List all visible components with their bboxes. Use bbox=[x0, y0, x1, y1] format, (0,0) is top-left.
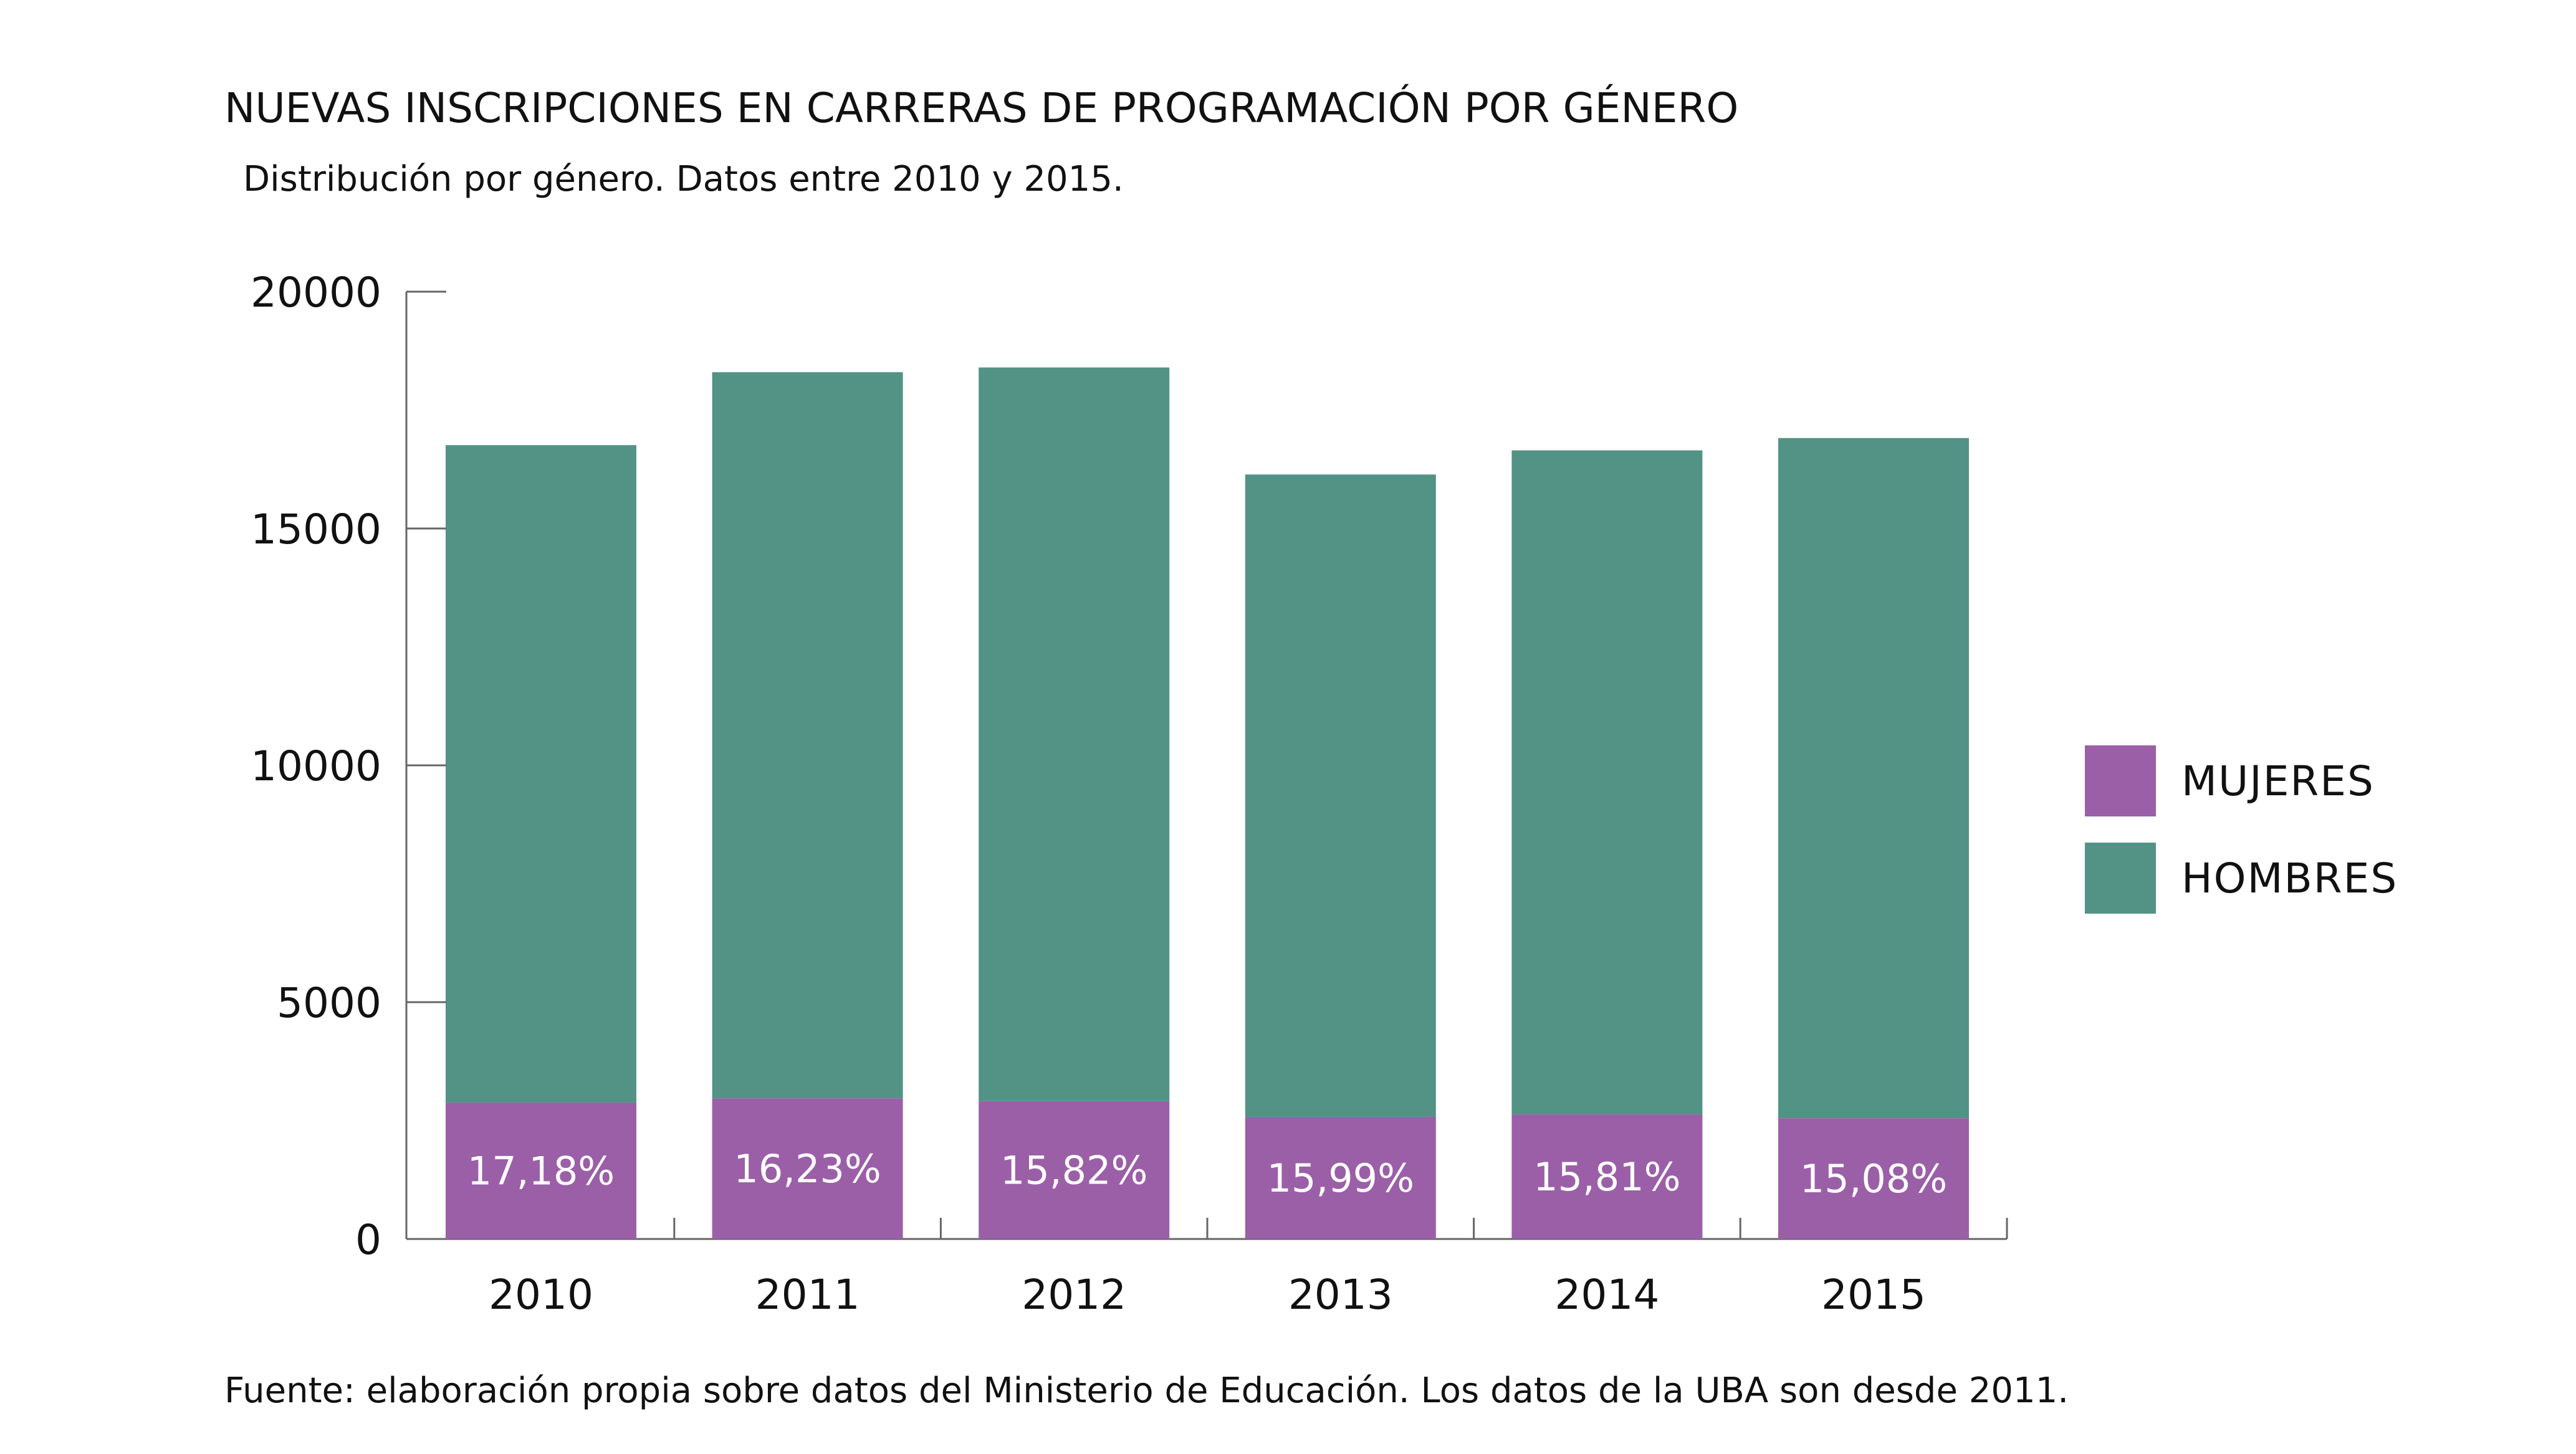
bar-hombres-2015 bbox=[1778, 438, 1969, 1119]
y-tick-label: 5000 bbox=[277, 979, 381, 1027]
x-tick-label: 2011 bbox=[755, 1271, 860, 1319]
bar-data-label: 15,08% bbox=[1800, 1156, 1947, 1202]
legend-swatch-mujeres bbox=[2085, 745, 2156, 816]
y-tick-label: 10000 bbox=[251, 742, 381, 790]
bar-labels: 17,18% 16,23% 15,82% 15,99% 15,81% 15,08% bbox=[467, 1146, 1947, 1202]
x-tick-label: 2014 bbox=[1554, 1271, 1659, 1319]
legend-swatch-hombres bbox=[2085, 843, 2156, 914]
bar-hombres-2010 bbox=[446, 445, 636, 1103]
chart-source: Fuente: elaboración propia sobre datos d… bbox=[224, 1370, 2069, 1411]
bar-data-label: 17,18% bbox=[467, 1149, 615, 1194]
bar-data-label: 15,82% bbox=[1000, 1147, 1147, 1193]
bar-hombres-2013 bbox=[1245, 474, 1436, 1117]
legend-label-hombres: HOMBRES bbox=[2181, 854, 2398, 902]
bar-mujeres-2010 bbox=[446, 1102, 636, 1239]
x-tick-label: 2010 bbox=[489, 1271, 593, 1319]
bar-data-label: 15,81% bbox=[1533, 1154, 1680, 1200]
bar-mujeres-2012 bbox=[979, 1101, 1170, 1239]
x-tick-label: 2012 bbox=[1022, 1271, 1126, 1319]
bar-mujeres-2014 bbox=[1511, 1114, 1703, 1239]
bar-data-label: 15,99% bbox=[1267, 1155, 1414, 1201]
legend: MUJERES HOMBRES bbox=[2085, 745, 2398, 914]
bars bbox=[446, 367, 1969, 1239]
axes bbox=[405, 292, 2008, 1240]
bar-mujeres-2013 bbox=[1245, 1116, 1436, 1239]
bar-hombres-2012 bbox=[979, 367, 1170, 1101]
x-tick-label: 2015 bbox=[1821, 1271, 1926, 1319]
bar-mujeres-2011 bbox=[712, 1098, 903, 1239]
bar-data-label: 16,23% bbox=[734, 1146, 881, 1192]
x-axis-labels: 2010 2011 2012 2013 2014 2015 bbox=[489, 1271, 1926, 1319]
chart-title: NUEVAS INSCRIPCIONES EN CARRERAS DE PROG… bbox=[224, 84, 1738, 132]
legend-label-mujeres: MUJERES bbox=[2181, 757, 2375, 805]
y-tick-label: 0 bbox=[355, 1216, 381, 1264]
x-tick-label: 2013 bbox=[1288, 1271, 1393, 1319]
y-axis-ticks: 0 5000 10000 15000 20000 bbox=[251, 269, 446, 1264]
y-tick-label: 15000 bbox=[251, 505, 381, 553]
chart-subtitle: Distribución por género. Datos entre 201… bbox=[243, 159, 1124, 199]
bar-mujeres-2015 bbox=[1778, 1118, 1969, 1239]
y-tick-label: 20000 bbox=[251, 269, 381, 317]
bar-hombres-2011 bbox=[712, 372, 903, 1099]
bar-hombres-2014 bbox=[1511, 450, 1703, 1115]
